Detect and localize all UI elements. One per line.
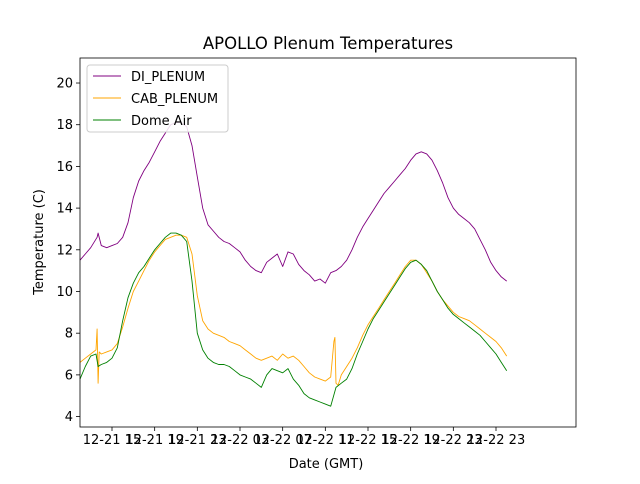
series-layer: [79, 122, 508, 407]
x-tick-label: 12-22 11: [296, 433, 354, 448]
legend-label: CAB_PLENUM: [131, 92, 218, 107]
x-tick-label: 12-22 23: [424, 433, 482, 448]
y-tick-label: 12: [56, 243, 73, 258]
x-tick-label: 12-22 15: [339, 433, 397, 448]
x-tick-label: 12-21 15: [83, 433, 141, 448]
x-tick-label: 12-22 07: [253, 433, 311, 448]
plot-frame: [79, 57, 577, 428]
legend-label: DI_PLENUM: [131, 70, 205, 85]
x-tick-label: 12-22 23: [467, 433, 525, 448]
x-tick-label: 12-21 19: [125, 433, 183, 448]
y-tick-label: 16: [56, 160, 73, 175]
y-tick-label: 8: [65, 327, 73, 342]
series-line-di-plenum: [79, 122, 507, 284]
x-axis-label: Date (GMT): [289, 457, 364, 472]
x-tick-label: 12-22 19: [381, 433, 439, 448]
series-line-dome-air: [79, 232, 508, 407]
legend-label: Dome Air: [131, 114, 192, 129]
y-tick-label: 10: [56, 285, 73, 300]
x-tick-label: 12-22 03: [211, 433, 269, 448]
y-tick-label: 14: [56, 202, 73, 217]
x-tick-label: 12-21 23: [168, 433, 226, 448]
legend-box: [86, 64, 229, 133]
y-tick-label: 20: [56, 77, 73, 92]
legend: DI_PLENUM CAB_PLENUM Dome Air: [86, 64, 229, 133]
y-tick-label: 4: [65, 410, 73, 425]
y-tick-label: 18: [56, 118, 73, 133]
y-tick-label: 6: [65, 368, 73, 383]
y-axis-label: Temperature (C): [32, 189, 47, 296]
y-axis-ticks: 4 6 8 10 12 14 16 18 20: [56, 77, 80, 425]
chart-title: APOLLO Plenum Temperatures: [203, 34, 453, 53]
